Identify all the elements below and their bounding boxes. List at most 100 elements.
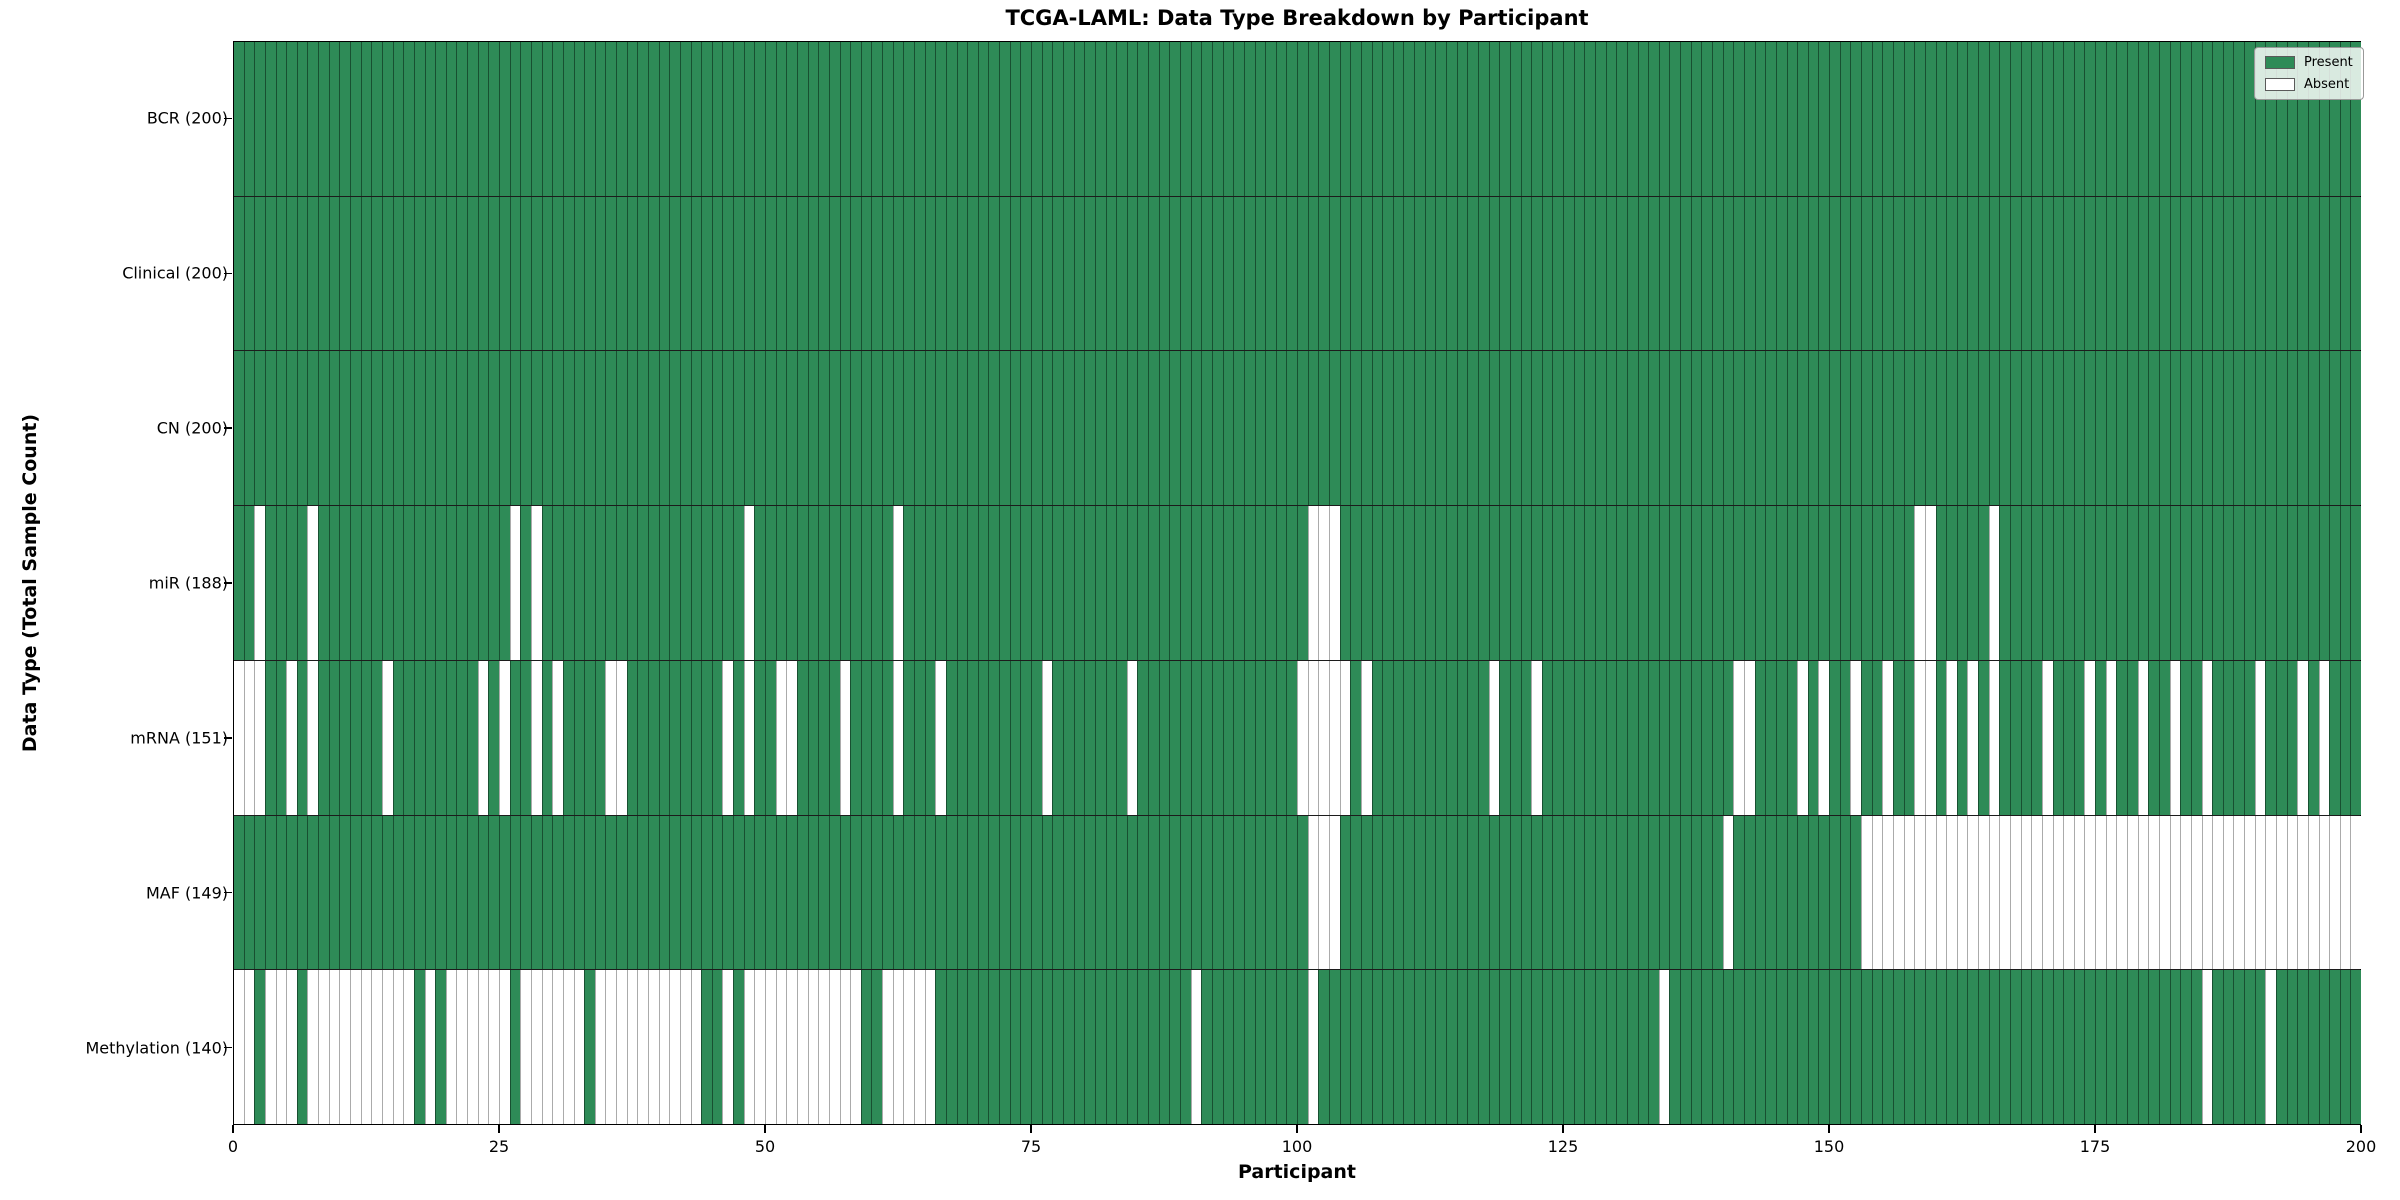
heatmap-cell bbox=[254, 506, 265, 660]
heatmap-cell bbox=[413, 506, 425, 660]
heatmap-cell bbox=[1297, 42, 1308, 196]
heatmap-cell bbox=[1595, 351, 1606, 506]
heatmap-cell bbox=[1680, 351, 1691, 506]
heatmap-cell bbox=[2286, 815, 2298, 970]
x-tick-mark bbox=[2360, 1125, 2362, 1133]
heatmap-cell bbox=[1031, 351, 1042, 506]
heatmap-cell bbox=[2020, 660, 2032, 815]
heatmap-cell bbox=[403, 815, 414, 970]
heatmap-cell bbox=[2031, 351, 2042, 506]
heatmap-cell bbox=[903, 506, 914, 660]
heatmap-cell bbox=[2169, 351, 2181, 506]
heatmap-cell bbox=[1563, 506, 1574, 660]
heatmap-cell bbox=[1712, 196, 1723, 351]
heatmap-cell bbox=[2254, 506, 2266, 660]
heatmap-cell bbox=[1297, 506, 1308, 660]
heatmap-cell bbox=[467, 196, 478, 351]
heatmap-cell bbox=[2190, 506, 2202, 660]
heatmap-cell bbox=[509, 815, 521, 970]
heatmap-cell bbox=[1371, 351, 1383, 506]
heatmap-cell bbox=[1616, 42, 1627, 196]
heatmap-cell bbox=[1467, 196, 1478, 351]
heatmap-cell bbox=[818, 660, 829, 815]
heatmap-cell bbox=[1605, 42, 1617, 196]
heatmap-cell bbox=[690, 660, 702, 815]
heatmap-cell bbox=[1031, 815, 1042, 970]
heatmap-cell bbox=[1456, 506, 1468, 660]
heatmap-cell bbox=[1967, 970, 1979, 1125]
heatmap-cell bbox=[1435, 42, 1447, 196]
heatmap-cell bbox=[775, 196, 787, 351]
heatmap-cell bbox=[2276, 660, 2287, 815]
heatmap-cell bbox=[2297, 42, 2308, 196]
heatmap-cell bbox=[711, 351, 723, 506]
heatmap-cell bbox=[2127, 506, 2138, 660]
heatmap-cell bbox=[1648, 815, 1659, 970]
heatmap-cell bbox=[2031, 970, 2042, 1125]
heatmap-cell bbox=[1563, 42, 1574, 196]
heatmap-cell bbox=[1360, 196, 1372, 351]
heatmap-cell bbox=[456, 506, 468, 660]
heatmap-cell bbox=[1435, 351, 1447, 506]
heatmap-cell bbox=[1914, 970, 1925, 1125]
heatmap-cell bbox=[967, 351, 978, 506]
heatmap-cell bbox=[807, 351, 819, 506]
heatmap-cell bbox=[2073, 815, 2085, 970]
heatmap-cell bbox=[2180, 42, 2191, 196]
heatmap-cell bbox=[1616, 970, 1627, 1125]
heatmap-cell bbox=[2350, 506, 2362, 660]
heatmap-cell bbox=[786, 970, 797, 1125]
heatmap-cell bbox=[2020, 196, 2032, 351]
heatmap-cell bbox=[977, 660, 989, 815]
heatmap-cell bbox=[360, 42, 372, 196]
heatmap-cell bbox=[1392, 196, 1404, 351]
heatmap-cell bbox=[1850, 196, 1862, 351]
heatmap-cell bbox=[1243, 42, 1255, 196]
heatmap-cell bbox=[1509, 42, 1521, 196]
heatmap-cell bbox=[786, 506, 797, 660]
heatmap-cell bbox=[1882, 351, 1893, 506]
heatmap-cell bbox=[1094, 506, 1106, 660]
heatmap-cell bbox=[2222, 815, 2234, 970]
heatmap-cell bbox=[637, 970, 648, 1125]
heatmap-cell bbox=[1424, 660, 1436, 815]
heatmap-cell bbox=[1807, 970, 1819, 1125]
heatmap-cell bbox=[530, 196, 542, 351]
heatmap-cell bbox=[626, 42, 638, 196]
heatmap-cell bbox=[1988, 42, 2000, 196]
heatmap-cell bbox=[999, 196, 1010, 351]
heatmap-cell bbox=[669, 970, 680, 1125]
heatmap-cell bbox=[605, 196, 617, 351]
heatmap-cell bbox=[1062, 815, 1074, 970]
legend-label: Absent bbox=[2304, 77, 2350, 92]
heatmap-cell bbox=[1265, 351, 1276, 506]
heatmap-cell bbox=[243, 351, 255, 506]
heatmap-cell bbox=[275, 196, 287, 351]
heatmap-cell bbox=[371, 815, 382, 970]
legend-label: Present bbox=[2304, 55, 2353, 70]
heatmap-cell bbox=[914, 970, 925, 1125]
heatmap-cell bbox=[403, 970, 414, 1125]
heatmap-cell bbox=[1222, 660, 1234, 815]
heatmap-cell bbox=[1669, 351, 1681, 506]
heatmap-cell bbox=[871, 42, 883, 196]
heatmap-cell bbox=[1233, 351, 1244, 506]
heatmap-cell bbox=[264, 970, 276, 1125]
heatmap-cell bbox=[1499, 970, 1510, 1125]
heatmap-cell bbox=[1350, 42, 1361, 196]
heatmap-cell bbox=[2201, 42, 2213, 196]
heatmap-cell bbox=[552, 196, 563, 351]
heatmap-cell bbox=[1871, 506, 1883, 660]
heatmap-cell bbox=[1105, 196, 1117, 351]
heatmap-cell bbox=[1435, 815, 1447, 970]
heatmap-cell bbox=[1573, 660, 1585, 815]
heatmap-cell bbox=[509, 351, 521, 506]
heatmap-cell bbox=[2158, 970, 2170, 1125]
heatmap-cell bbox=[903, 42, 914, 196]
heatmap-cell bbox=[318, 970, 329, 1125]
heatmap-cell bbox=[2190, 196, 2202, 351]
heatmap-cell bbox=[499, 660, 510, 815]
heatmap-cell bbox=[1903, 815, 1915, 970]
heatmap-cell bbox=[1297, 970, 1308, 1125]
heatmap-cell bbox=[1339, 506, 1351, 660]
